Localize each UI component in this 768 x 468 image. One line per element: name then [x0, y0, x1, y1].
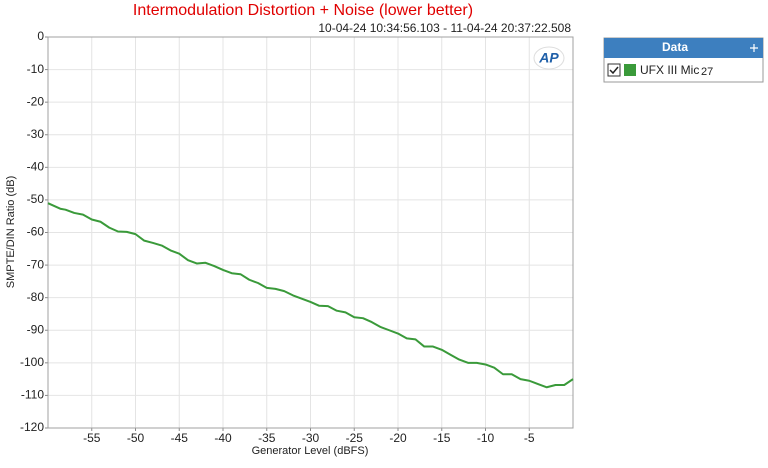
logo: AP — [538, 50, 559, 66]
x-tick-label: -15 — [433, 431, 451, 445]
x-tick-label: -50 — [127, 431, 145, 445]
x-tick-label: -5 — [524, 431, 535, 445]
x-tick-label: -45 — [171, 431, 189, 445]
legend-channel: 27 — [701, 66, 713, 78]
x-tick-label: -30 — [302, 431, 320, 445]
series-line — [47, 202, 574, 389]
legend-header — [604, 38, 763, 58]
check-mark — [609, 66, 619, 75]
y-tick-label: -120 — [20, 420, 44, 434]
plot-frame — [47, 36, 574, 429]
y-tick-label: -40 — [27, 160, 45, 174]
y-tick-label: -50 — [27, 192, 45, 206]
y-tick-label: 0 — [37, 29, 44, 43]
x-tick-label: -40 — [214, 431, 232, 445]
y-tick-label: -30 — [27, 127, 45, 141]
y-tick-label: -10 — [27, 62, 45, 76]
legend-entry: UFX III Mic — [640, 63, 699, 77]
legend-swatch — [624, 64, 636, 76]
legend-title: Data — [662, 40, 688, 54]
legend-checkbox[interactable] — [607, 63, 621, 77]
x-tick-label: -20 — [389, 431, 407, 445]
y-tick-label: -110 — [21, 388, 44, 402]
x-tick-label: -10 — [477, 431, 495, 445]
y-tick-label: -20 — [27, 94, 45, 108]
x-tick-label: -55 — [83, 431, 101, 445]
x-tick-label: -35 — [258, 431, 276, 445]
x-axis-label: Generator Level (dBFS) — [252, 445, 369, 457]
y-tick-label: -80 — [27, 290, 45, 304]
y-tick-label: -60 — [27, 225, 45, 239]
pin-icon[interactable] — [750, 44, 758, 52]
logo-badge — [533, 46, 565, 70]
y-tick-label: -70 — [27, 257, 45, 271]
y-tick-label: -100 — [20, 355, 44, 369]
data-layer — [47, 202, 574, 389]
x-tick-label: -25 — [346, 431, 364, 445]
grid: 0 -10 -20 -30 -40 -50 -60 -70 -80 -90 -100 -110 -120… — [20, 29, 573, 445]
y-axis-label: SMPTE/DIN Ratio (dB) — [5, 176, 17, 288]
chart-subtitle: 10-04-24 10:34:56.103 - 11-04-24 20:37:2… — [318, 21, 571, 35]
y-tick-label: -90 — [27, 322, 45, 336]
chart-title: Intermodulation Distortion + Noise (lowe… — [133, 2, 473, 19]
